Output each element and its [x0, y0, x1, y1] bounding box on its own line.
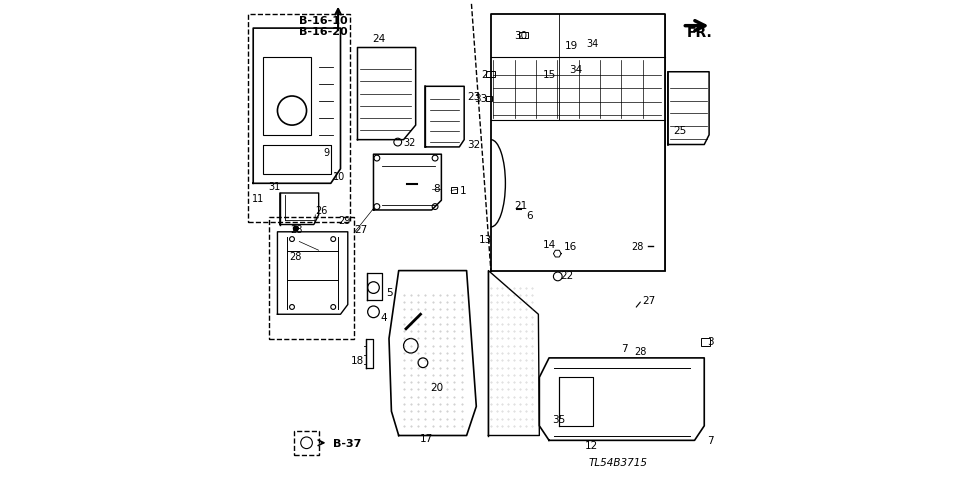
Text: TL54B3715: TL54B3715 — [588, 457, 647, 467]
Text: 11: 11 — [252, 194, 263, 203]
Text: 24: 24 — [372, 34, 386, 44]
Text: 17: 17 — [420, 433, 434, 443]
Text: 26: 26 — [315, 206, 328, 215]
Text: 28: 28 — [631, 242, 643, 252]
Text: 32: 32 — [403, 138, 416, 148]
Text: 7: 7 — [707, 436, 713, 445]
Text: B-37: B-37 — [333, 438, 362, 448]
Text: 18: 18 — [351, 356, 364, 365]
Text: 21: 21 — [514, 201, 528, 211]
Bar — [701, 338, 710, 346]
Text: B-16-10
B-16-20: B-16-10 B-16-20 — [299, 16, 348, 37]
Text: 28: 28 — [634, 346, 646, 356]
Text: FR.: FR. — [686, 26, 712, 40]
Text: 5: 5 — [387, 288, 394, 298]
Text: 4: 4 — [380, 312, 387, 322]
Bar — [295, 431, 319, 455]
Text: 27: 27 — [354, 225, 367, 235]
Text: 6: 6 — [526, 211, 533, 220]
Text: 14: 14 — [542, 240, 556, 249]
Text: 35: 35 — [552, 414, 566, 424]
Bar — [519, 33, 528, 39]
Text: 30: 30 — [514, 31, 528, 41]
Text: 13: 13 — [479, 235, 492, 244]
Text: 2: 2 — [481, 70, 487, 80]
Text: 25: 25 — [674, 126, 686, 136]
Text: 31: 31 — [268, 182, 281, 191]
Bar — [262, 145, 330, 174]
Text: 10: 10 — [333, 172, 345, 182]
Text: 33: 33 — [474, 94, 487, 104]
Text: 16: 16 — [564, 242, 576, 252]
Text: 22: 22 — [560, 271, 573, 281]
Text: 28: 28 — [290, 252, 302, 261]
Bar — [249, 15, 350, 223]
Text: 23: 23 — [468, 92, 481, 102]
Text: 29: 29 — [338, 215, 351, 225]
Bar — [486, 97, 492, 102]
Circle shape — [294, 227, 298, 231]
Text: 3: 3 — [707, 336, 713, 346]
Text: 1: 1 — [460, 185, 466, 195]
Text: 34: 34 — [586, 39, 598, 48]
Text: 12: 12 — [585, 440, 599, 451]
Text: 8: 8 — [434, 184, 440, 194]
Text: 20: 20 — [431, 382, 443, 392]
Bar — [268, 218, 354, 339]
Text: 32: 32 — [468, 140, 481, 150]
Text: 9: 9 — [324, 148, 330, 157]
Bar — [262, 58, 311, 136]
Text: 27: 27 — [642, 295, 655, 305]
Text: 19: 19 — [565, 41, 578, 51]
Text: 28: 28 — [291, 225, 303, 235]
Text: 34: 34 — [570, 65, 582, 75]
Text: 15: 15 — [542, 70, 556, 80]
Bar — [486, 72, 495, 77]
Text: 7: 7 — [621, 344, 628, 353]
Bar — [451, 188, 457, 194]
